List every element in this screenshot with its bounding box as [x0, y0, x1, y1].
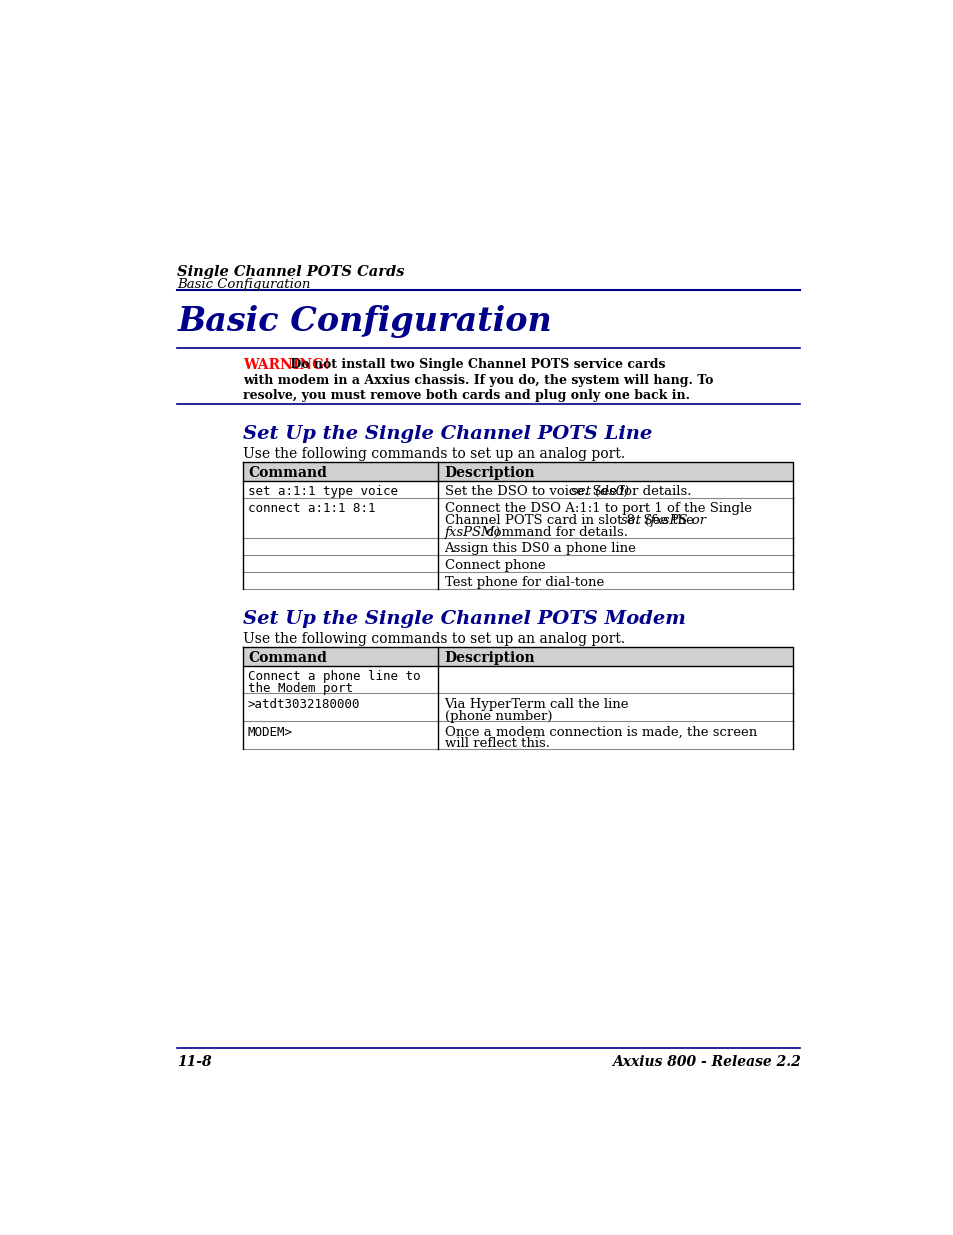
- Text: the Modem port: the Modem port: [248, 682, 353, 695]
- Text: Set Up the Single Channel POTS Modem: Set Up the Single Channel POTS Modem: [243, 610, 685, 629]
- Text: command for details.: command for details.: [481, 526, 627, 540]
- Text: Use the following commands to set up an analog port.: Use the following commands to set up an …: [243, 447, 625, 461]
- Text: Channel POTS card in slot 8. See the: Channel POTS card in slot 8. See the: [444, 514, 697, 527]
- Text: Command: Command: [248, 651, 327, 664]
- Text: Connect a phone line to: Connect a phone line to: [248, 671, 420, 683]
- Text: set a:1:1 type voice: set a:1:1 type voice: [248, 484, 397, 498]
- Text: Use the following commands to set up an analog port.: Use the following commands to set up an …: [243, 632, 625, 646]
- Text: for details.: for details.: [615, 484, 691, 498]
- Text: Assign this DS0 a phone line: Assign this DS0 a phone line: [444, 542, 636, 555]
- Text: fxsPSM): fxsPSM): [444, 526, 500, 540]
- Text: connect a:1:1 8:1: connect a:1:1 8:1: [248, 501, 375, 515]
- Text: (phone number): (phone number): [444, 710, 552, 722]
- Text: Do not install two Single Channel POTS service cards: Do not install two Single Channel POTS s…: [286, 358, 664, 372]
- Text: 11-8: 11-8: [177, 1055, 212, 1070]
- Text: Once a modem connection is made, the screen: Once a modem connection is made, the scr…: [444, 726, 756, 739]
- Text: Basic Configuration: Basic Configuration: [177, 305, 552, 338]
- Text: Basic Configuration: Basic Configuration: [177, 278, 311, 290]
- Text: will reflect this.: will reflect this.: [444, 737, 549, 750]
- Text: Description: Description: [444, 651, 535, 664]
- Text: set (ds0): set (ds0): [570, 484, 628, 498]
- Text: Connect the DSO A:1:1 to port 1 of the Single: Connect the DSO A:1:1 to port 1 of the S…: [444, 501, 751, 515]
- Text: Via HyperTerm call the line: Via HyperTerm call the line: [444, 698, 628, 711]
- Text: Command: Command: [248, 466, 327, 480]
- Text: MODEM>: MODEM>: [248, 726, 293, 739]
- Text: with modem in a Axxius chassis. If you do, the system will hang. To: with modem in a Axxius chassis. If you d…: [243, 374, 713, 387]
- Text: Connect phone: Connect phone: [444, 558, 544, 572]
- Text: set (fxsPS or: set (fxsPS or: [620, 514, 705, 527]
- Text: Description: Description: [444, 466, 535, 480]
- Text: Set the DSO to voice. See: Set the DSO to voice. See: [444, 484, 620, 498]
- Bar: [243, 647, 792, 666]
- Text: WARNING!: WARNING!: [243, 358, 330, 373]
- Text: Set Up the Single Channel POTS Line: Set Up the Single Channel POTS Line: [243, 425, 652, 443]
- Text: Axxius 800 - Release 2.2: Axxius 800 - Release 2.2: [611, 1055, 800, 1070]
- Text: Single Channel POTS Cards: Single Channel POTS Cards: [177, 266, 404, 279]
- Text: Test phone for dial-tone: Test phone for dial-tone: [444, 576, 603, 589]
- Bar: [243, 462, 792, 480]
- Text: >atdt3032180000: >atdt3032180000: [248, 698, 360, 711]
- Text: resolve, you must remove both cards and plug only one back in.: resolve, you must remove both cards and …: [243, 389, 690, 403]
